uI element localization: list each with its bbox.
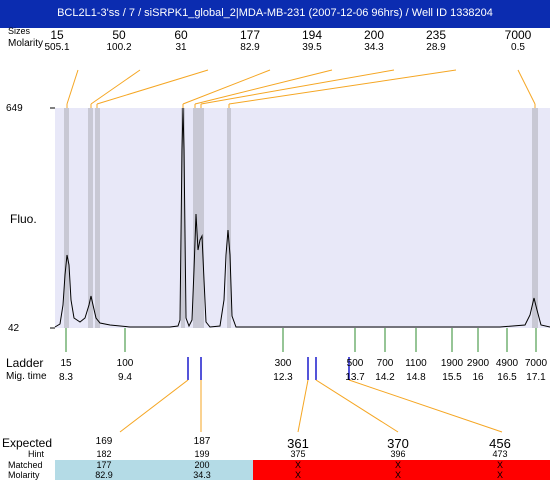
- hint-value: 182: [96, 449, 112, 459]
- y-max-label: 649: [6, 103, 23, 114]
- ladder-time: 15.5: [442, 372, 462, 383]
- y-min-label: 42: [8, 323, 20, 334]
- ladder-time: 12.3: [273, 372, 293, 383]
- ladder-time: 17.1: [526, 372, 546, 383]
- peak-molarity: 0.5: [511, 42, 525, 53]
- peak-size: 200: [363, 28, 385, 42]
- ladder-size: 1100: [405, 358, 427, 369]
- expected-value: 187: [193, 436, 211, 447]
- expected-value: 370: [387, 436, 409, 451]
- peak-molarity: 100.2: [106, 42, 132, 53]
- ladder-size: 2900: [466, 358, 490, 369]
- peak-molarity: 31: [175, 42, 187, 53]
- molarity-value: X: [294, 470, 301, 480]
- ladder-size: 4900: [495, 358, 519, 369]
- ladder-size: 7000: [524, 358, 548, 369]
- mig-time-label: Mig. time: [6, 371, 47, 382]
- peak-molarity: 39.5: [302, 42, 322, 53]
- peak-size: 235: [425, 28, 447, 42]
- peak-size: 194: [301, 28, 323, 42]
- matched-value: 200: [194, 460, 210, 470]
- peak-molarity: 505.1: [44, 42, 70, 53]
- peak-size: 60: [174, 28, 188, 42]
- peak-band: [64, 108, 69, 328]
- expected-value: 361: [287, 436, 309, 451]
- plot-area: [55, 108, 550, 328]
- hint-value: 375: [290, 449, 306, 459]
- unmatched-background: [253, 460, 550, 480]
- molarity-value: X: [394, 470, 401, 480]
- top-connectors: [66, 69, 536, 108]
- peak-band: [532, 108, 538, 328]
- ladder-time: 14.8: [406, 372, 426, 383]
- ladder-time: 13.7: [345, 372, 365, 383]
- molarity-value: 82.9: [95, 470, 113, 480]
- peak-band: [95, 108, 100, 328]
- peak-size: 15: [50, 28, 64, 42]
- ladder-size: 300: [274, 358, 292, 369]
- hint-value: 199: [194, 449, 210, 459]
- peak-size: 177: [239, 28, 261, 42]
- expected-connectors: [119, 379, 503, 433]
- expected-value: 169: [95, 436, 113, 447]
- hint-value: 473: [492, 449, 508, 459]
- peak-band: [181, 108, 185, 328]
- matched-value: X: [394, 460, 401, 470]
- matched-value: X: [496, 460, 503, 470]
- ladder-time: 16.5: [497, 372, 517, 383]
- peak-size: 7000: [504, 28, 532, 42]
- peak-band: [88, 108, 93, 328]
- electropherogram-title: BCL2L1-3'ss / 7 / siSRPK1_global_2|MDA-M…: [57, 7, 493, 19]
- sizes-label: Sizes: [8, 26, 31, 36]
- title-bar: [0, 0, 550, 28]
- ladder-size: 500: [346, 358, 364, 369]
- peak-molarity: 82.9: [240, 42, 260, 53]
- molarity-label: Molarity: [8, 38, 44, 49]
- peak-size: 50: [112, 28, 126, 42]
- ladder-time: 16: [472, 372, 484, 383]
- ladder-size: 700: [376, 358, 394, 369]
- matched-label: Matched: [8, 460, 43, 470]
- ladder-size: 100: [116, 358, 134, 369]
- peak-band: [198, 108, 204, 328]
- molarity-value: 34.3: [193, 470, 211, 480]
- peak-band: [227, 108, 231, 328]
- ladder-size: 1900: [440, 358, 464, 369]
- peak-molarity: 28.9: [426, 42, 446, 53]
- expected-value: 456: [489, 436, 511, 451]
- molarity-value: X: [496, 470, 503, 480]
- peak-molarity: 34.3: [364, 42, 384, 53]
- ladder-time: 8.3: [59, 372, 73, 383]
- ladder-time: 14.2: [375, 372, 395, 383]
- ladder-ticks: [65, 328, 537, 352]
- fluorescence-trace: [54, 107, 550, 328]
- matched-background: [55, 460, 253, 480]
- molarity-row-label: Molarity: [8, 470, 40, 480]
- ladder-time: 9.4: [118, 372, 132, 383]
- matched-value: X: [294, 460, 301, 470]
- ladder-size: 15: [60, 358, 72, 369]
- expected-label: Expected: [2, 436, 53, 450]
- hint-value: 396: [390, 449, 406, 459]
- ladder-label: Ladder: [6, 356, 44, 370]
- y-axis-label: Fluo.: [10, 212, 37, 226]
- matched-value: 177: [96, 460, 112, 470]
- hint-label: Hint: [28, 449, 45, 459]
- expected-markers: [187, 357, 350, 380]
